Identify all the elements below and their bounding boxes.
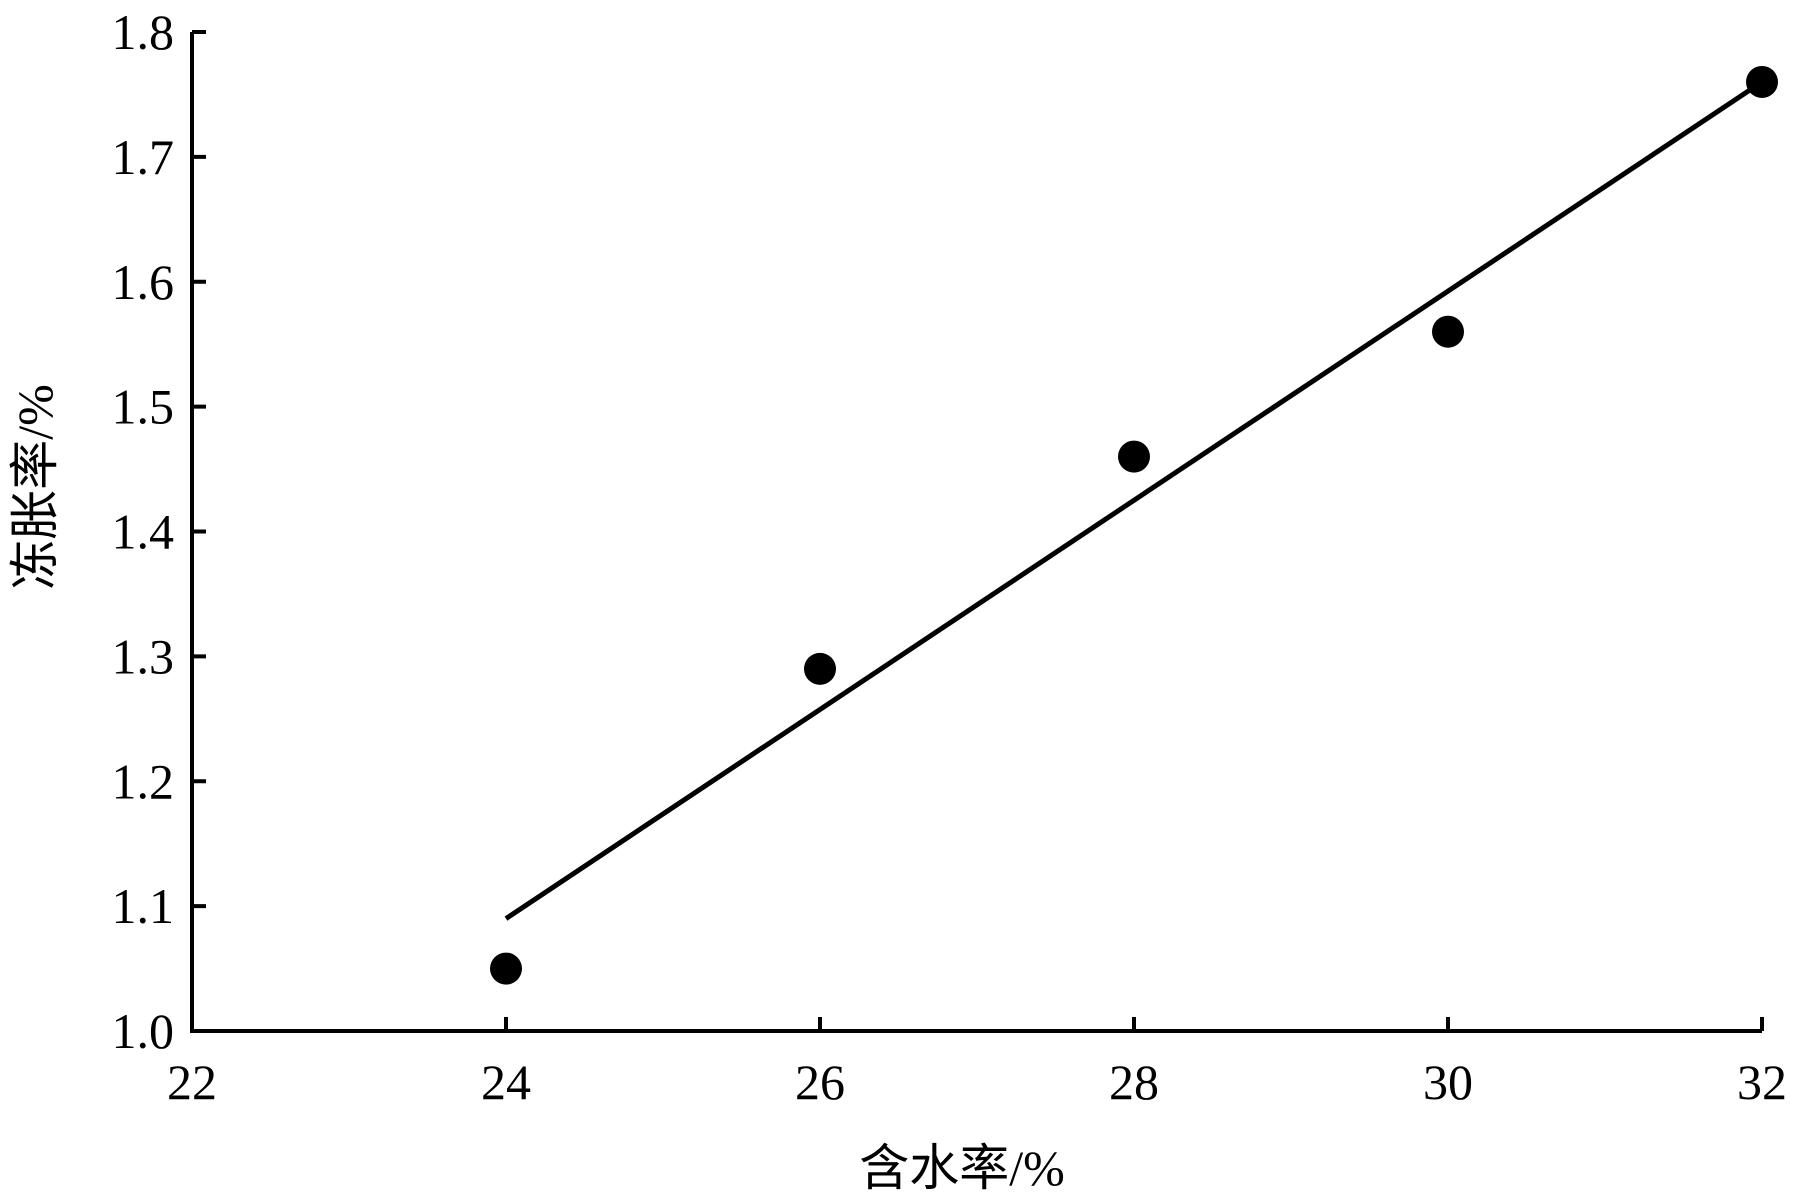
x-axis-title: 含水率/% — [859, 1140, 1065, 1196]
ticks: 22 24 26 28 30 32 1.0 1.1 1.2 1.3 1.4 1.5 1.6 1.7 1.8 — [112, 4, 1788, 1110]
y-tick-label: 1.2 — [112, 753, 175, 809]
y-axis-title: 冻胀率/% — [7, 384, 63, 590]
y-tick-label: 1.8 — [112, 4, 175, 60]
x-tick-label: 30 — [1423, 1054, 1473, 1110]
fit-line-group — [504, 79, 1764, 921]
y-tick-label: 1.1 — [112, 878, 175, 934]
axes — [190, 32, 1762, 1033]
data-point — [490, 952, 522, 985]
y-tick-label: 1.7 — [112, 129, 175, 185]
data-point — [1118, 440, 1150, 473]
fit-line — [504, 79, 1764, 921]
data-points — [490, 65, 1778, 985]
y-tick-label: 1.0 — [112, 1003, 175, 1059]
data-point — [804, 652, 836, 685]
y-tick-label: 1.3 — [112, 628, 175, 684]
x-tick-label: 22 — [167, 1054, 217, 1110]
x-tick-label: 28 — [1109, 1054, 1159, 1110]
x-tick-label: 32 — [1737, 1054, 1787, 1110]
y-tick-label: 1.6 — [112, 254, 175, 310]
x-tick-label: 24 — [481, 1054, 531, 1110]
y-tick-label: 1.5 — [112, 379, 175, 435]
y-tick-label: 1.4 — [112, 504, 175, 560]
data-point — [1432, 315, 1464, 348]
x-tick-label: 26 — [795, 1054, 845, 1110]
data-point — [1746, 65, 1778, 98]
